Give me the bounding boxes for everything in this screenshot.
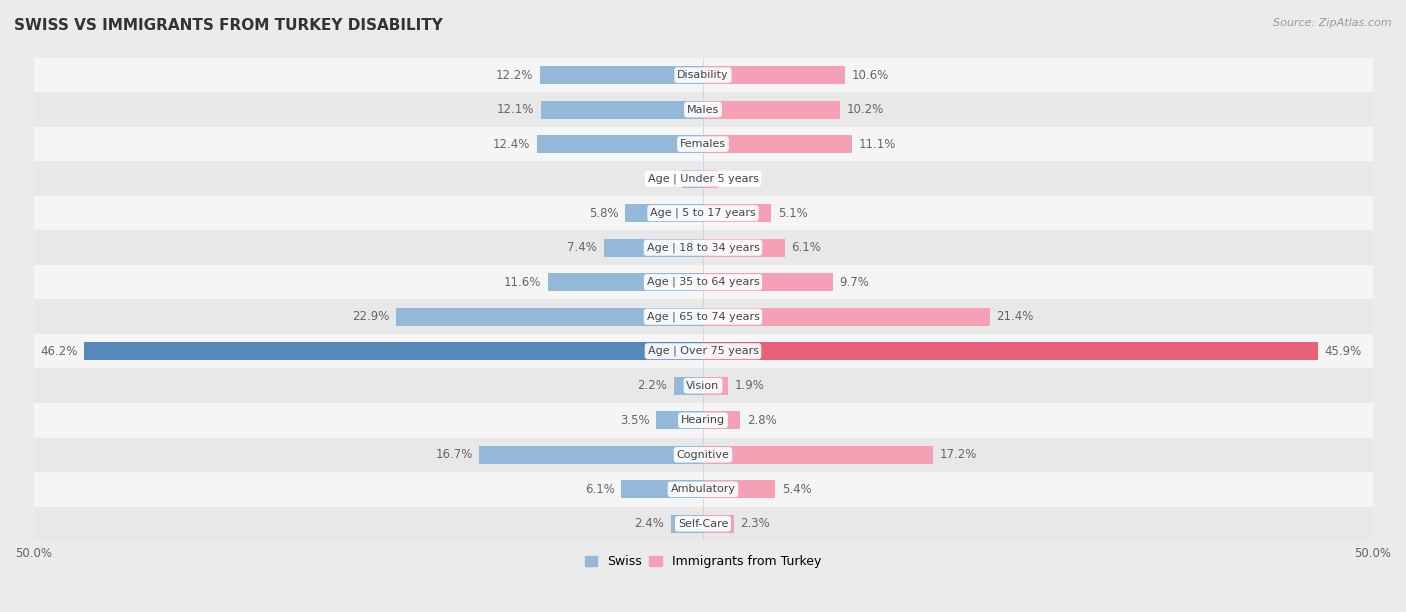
Bar [84, 342, 703, 360]
Text: 6.1%: 6.1% [585, 483, 614, 496]
Bar [541, 100, 703, 119]
Text: 11.1%: 11.1% [858, 138, 896, 151]
Text: Age | 18 to 34 years: Age | 18 to 34 years [647, 242, 759, 253]
Text: Hearing: Hearing [681, 416, 725, 425]
Text: 12.2%: 12.2% [495, 69, 533, 81]
Text: Source: ZipAtlas.com: Source: ZipAtlas.com [1274, 18, 1392, 28]
Bar [34, 231, 1372, 265]
Text: SWISS VS IMMIGRANTS FROM TURKEY DISABILITY: SWISS VS IMMIGRANTS FROM TURKEY DISABILI… [14, 18, 443, 34]
Text: 9.7%: 9.7% [839, 275, 869, 289]
Bar [703, 446, 934, 464]
Text: Females: Females [681, 139, 725, 149]
Text: Age | 5 to 17 years: Age | 5 to 17 years [650, 208, 756, 218]
Bar [540, 66, 703, 84]
Bar [703, 411, 741, 429]
Text: 1.1%: 1.1% [724, 172, 754, 185]
Bar [703, 204, 772, 222]
Bar [703, 273, 832, 291]
Text: Age | 65 to 74 years: Age | 65 to 74 years [647, 312, 759, 322]
Bar [671, 515, 703, 533]
Text: Vision: Vision [686, 381, 720, 390]
Text: 22.9%: 22.9% [353, 310, 389, 323]
Text: Cognitive: Cognitive [676, 450, 730, 460]
Bar [396, 308, 703, 326]
Text: 2.3%: 2.3% [741, 517, 770, 531]
Bar [34, 92, 1372, 127]
Bar [34, 368, 1372, 403]
Bar [703, 308, 990, 326]
Bar [34, 265, 1372, 299]
Text: 10.6%: 10.6% [852, 69, 889, 81]
Text: 7.4%: 7.4% [568, 241, 598, 254]
Bar [605, 239, 703, 256]
Text: 2.2%: 2.2% [637, 379, 666, 392]
Text: 2.4%: 2.4% [634, 517, 664, 531]
Bar [34, 58, 1372, 92]
Bar [34, 299, 1372, 334]
Bar [703, 170, 717, 188]
Text: 5.4%: 5.4% [782, 483, 811, 496]
Text: 21.4%: 21.4% [997, 310, 1033, 323]
Bar [34, 162, 1372, 196]
Bar [34, 334, 1372, 368]
Text: 16.7%: 16.7% [436, 448, 472, 461]
Bar [479, 446, 703, 464]
Bar [703, 480, 775, 498]
Bar [682, 170, 703, 188]
Text: 11.6%: 11.6% [503, 275, 541, 289]
Bar [537, 135, 703, 153]
Text: Age | Over 75 years: Age | Over 75 years [648, 346, 758, 356]
Text: 45.9%: 45.9% [1324, 345, 1361, 358]
Bar [673, 377, 703, 395]
Bar [703, 66, 845, 84]
Bar [621, 480, 703, 498]
Text: 5.1%: 5.1% [778, 207, 807, 220]
Bar [703, 239, 785, 256]
Bar [34, 507, 1372, 541]
Text: 46.2%: 46.2% [41, 345, 77, 358]
Bar [657, 411, 703, 429]
Bar [548, 273, 703, 291]
Text: Self-Care: Self-Care [678, 519, 728, 529]
Text: 10.2%: 10.2% [846, 103, 883, 116]
Text: 3.5%: 3.5% [620, 414, 650, 427]
Text: 12.4%: 12.4% [494, 138, 530, 151]
Text: Males: Males [688, 105, 718, 114]
Bar [626, 204, 703, 222]
Text: Age | Under 5 years: Age | Under 5 years [648, 173, 758, 184]
Text: 1.9%: 1.9% [735, 379, 765, 392]
Bar [34, 403, 1372, 438]
Bar [703, 342, 1317, 360]
Legend: Swiss, Immigrants from Turkey: Swiss, Immigrants from Turkey [579, 550, 827, 573]
Bar [703, 135, 852, 153]
Bar [703, 100, 839, 119]
Text: Disability: Disability [678, 70, 728, 80]
Bar [34, 438, 1372, 472]
Text: 6.1%: 6.1% [792, 241, 821, 254]
Bar [703, 377, 728, 395]
Text: 2.8%: 2.8% [747, 414, 778, 427]
Text: 5.8%: 5.8% [589, 207, 619, 220]
Text: Ambulatory: Ambulatory [671, 484, 735, 494]
Text: 12.1%: 12.1% [496, 103, 534, 116]
Text: Age | 35 to 64 years: Age | 35 to 64 years [647, 277, 759, 288]
Bar [703, 515, 734, 533]
Bar [34, 472, 1372, 507]
Bar [34, 196, 1372, 231]
Bar [34, 127, 1372, 162]
Text: 17.2%: 17.2% [941, 448, 977, 461]
Text: 1.6%: 1.6% [645, 172, 675, 185]
